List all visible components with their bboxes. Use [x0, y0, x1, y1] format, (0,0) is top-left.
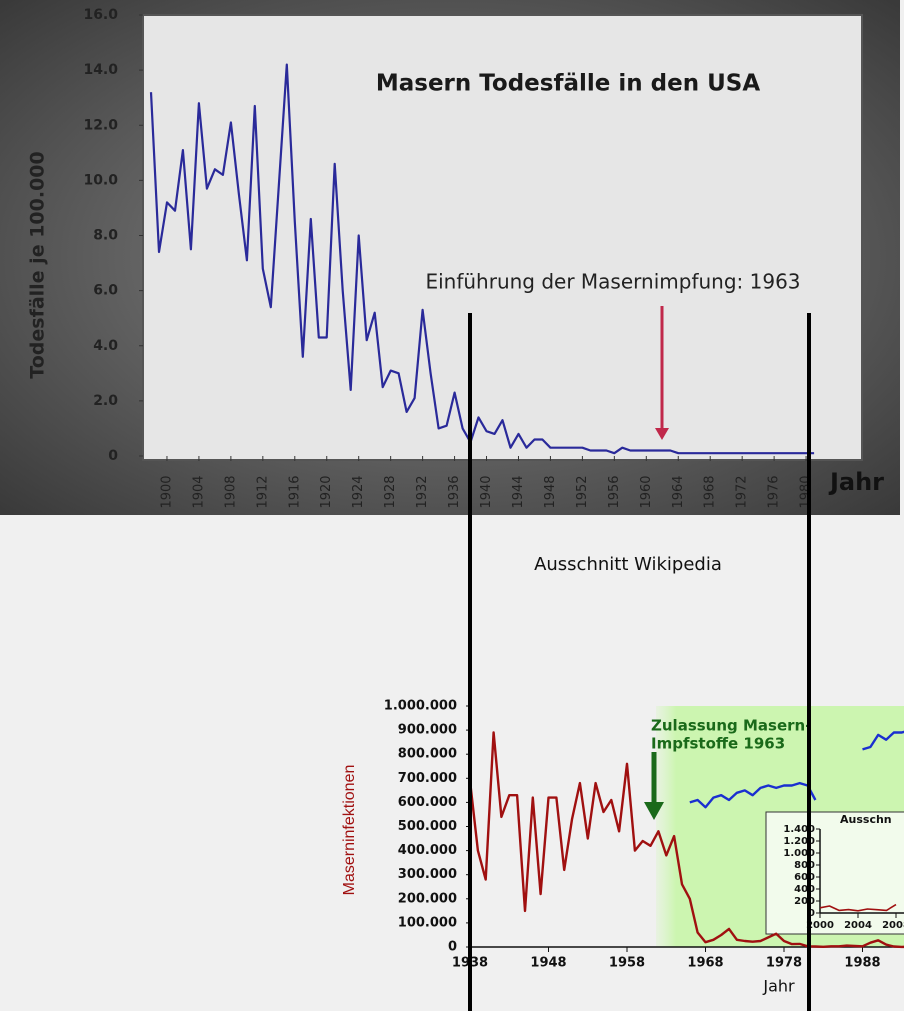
x-axis-label: Jahr [762, 977, 795, 996]
x-tick-label: 1924 [351, 475, 366, 508]
y-tick-label: 12.0 [83, 117, 118, 133]
caption: Ausschnitt Wikipedia [534, 554, 722, 575]
x-tick-label: 1920 [319, 475, 334, 508]
x-tick-label: 1932 [415, 475, 430, 508]
annotation: Zulassung Masern- [651, 717, 811, 735]
y-axis-label: Maserninfektionen [341, 765, 358, 896]
x-axis-label: Jahr [828, 468, 884, 496]
x-tick-label: 1960 [639, 475, 654, 508]
x-tick-label: 1976 [767, 475, 782, 508]
annotation: Einführung der Masernimpfung: 1963 [425, 270, 800, 294]
x-tick-label: 1988 [844, 956, 880, 971]
chart-title: Masern Todesfälle in den USA [376, 71, 760, 97]
plot-area [142, 14, 863, 461]
data-line [689, 730, 904, 809]
y-tick-label: 1.000.000 [384, 699, 457, 714]
x-tick-label: 2000 [806, 920, 834, 931]
y-tick-label: 100.000 [398, 915, 457, 930]
y-tick-label: 700.000 [398, 771, 457, 786]
x-tick-label: 1912 [255, 475, 270, 508]
y-tick-label: 400.000 [398, 843, 457, 858]
y-tick-label: 500.000 [398, 819, 457, 834]
x-tick-label: 1928 [383, 475, 398, 508]
y-tick-label: 16.0 [83, 7, 118, 23]
y-tick-label: 0 [808, 908, 815, 919]
x-tick-label: 1948 [530, 956, 566, 971]
inset-title: Ausschn [840, 813, 892, 826]
x-tick-label: 1904 [191, 475, 206, 508]
x-tick-label: 1944 [511, 475, 526, 508]
y-axis-label: Todesfälle je 100.000 [27, 151, 49, 378]
data-line [149, 63, 815, 455]
y-tick-label: 300.000 [398, 867, 457, 882]
x-tick-label: 1916 [287, 475, 302, 508]
x-tick-label: 1978 [766, 956, 802, 971]
x-tick-label: 2004 [844, 920, 872, 931]
x-tick-label: 1958 [609, 956, 645, 971]
y-tick-label: 14.0 [83, 62, 118, 78]
x-tick-label: 1936 [447, 475, 462, 508]
y-tick-label: 1.200 [783, 836, 815, 847]
annotation: Impfstoffe 1963 [651, 735, 785, 753]
y-tick-label: 2.0 [93, 393, 118, 409]
y-tick-label: 1.000 [783, 848, 815, 859]
x-tick-label: 1968 [687, 956, 723, 971]
x-tick-label: 1972 [735, 475, 750, 508]
y-tick-label: 600.000 [398, 795, 457, 810]
y-tick-label: 800.000 [398, 747, 457, 762]
y-tick-label: 200 [794, 896, 815, 907]
y-tick-label: 1.400 [783, 824, 815, 835]
y-tick-label: 400 [794, 884, 815, 895]
y-tick-label: 8.0 [93, 228, 118, 244]
arrow-head [644, 802, 664, 820]
y-tick-label: 900.000 [398, 723, 457, 738]
x-tick-label: 2008 [882, 920, 904, 931]
y-tick-label: 4.0 [93, 338, 118, 354]
x-tick-label: 1948 [543, 475, 558, 508]
data-line [819, 903, 897, 912]
x-tick-label: 1940 [479, 475, 494, 508]
x-tick-label: 1952 [575, 475, 590, 508]
y-tick-label: 0 [448, 940, 457, 955]
arrow-head [655, 428, 669, 440]
x-tick-label: 1956 [607, 475, 622, 508]
y-tick-label: 600 [794, 872, 815, 883]
y-tick-label: 0 [108, 448, 118, 464]
x-tick-label: 1968 [703, 475, 718, 508]
y-tick-label: 200.000 [398, 891, 457, 906]
y-tick-label: 10.0 [83, 172, 118, 188]
x-tick-label: 1964 [671, 475, 686, 508]
data-line [468, 731, 904, 949]
x-tick-label: 1900 [159, 475, 174, 508]
x-tick-label: 1980 [799, 475, 814, 508]
y-tick-label: 800 [794, 860, 815, 871]
y-tick-label: 6.0 [93, 283, 118, 299]
x-tick-label: 1908 [223, 475, 238, 508]
